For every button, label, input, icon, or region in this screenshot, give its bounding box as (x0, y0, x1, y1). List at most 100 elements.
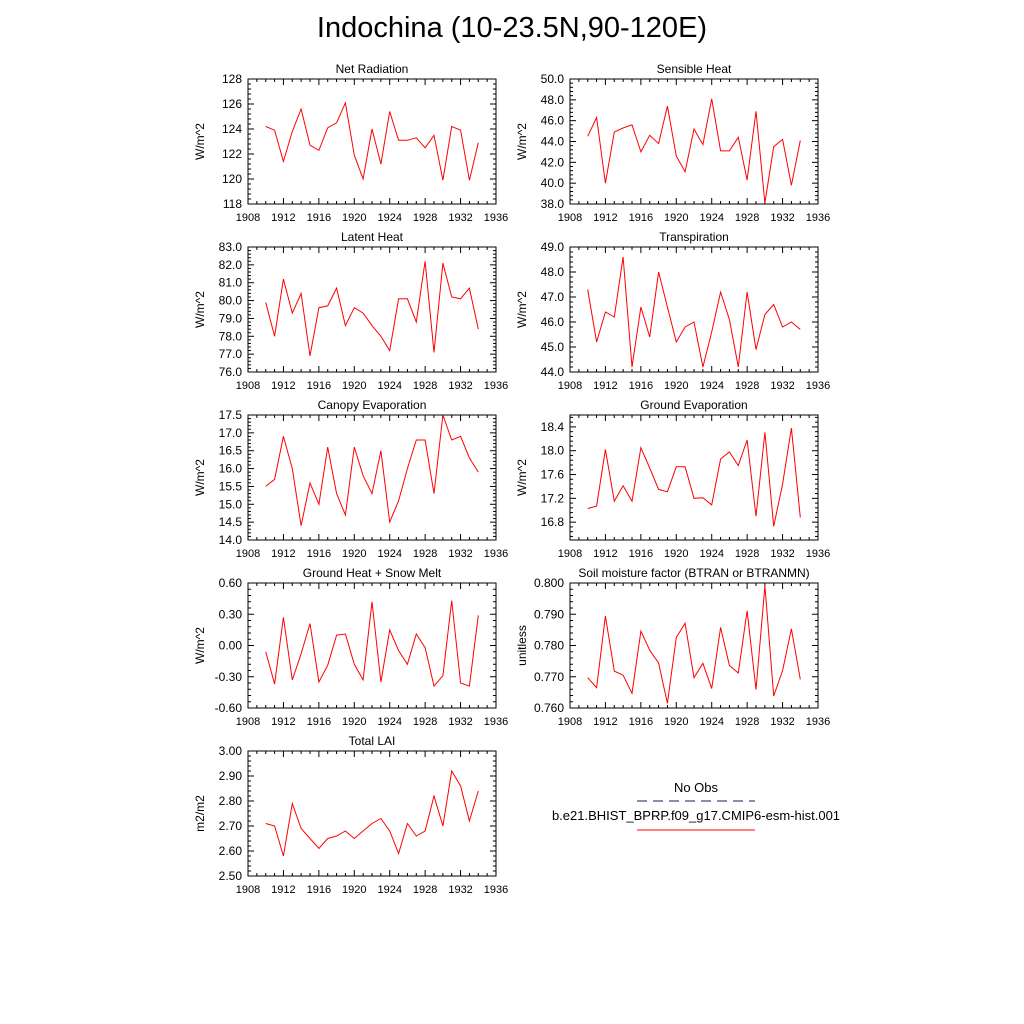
y-tick-label: 40.0 (541, 176, 565, 190)
y-axis-label: W/m^2 (515, 291, 529, 328)
chart-panel-2: Sensible Heat W/m^2 1908 1912 1916 1920 1924 19… (515, 62, 830, 224)
x-tick-label: 1908 (236, 380, 260, 392)
x-tick-label: 1936 (806, 548, 830, 560)
y-tick-label: 120 (222, 172, 242, 186)
x-tick-label: 1908 (558, 380, 582, 392)
series-line (265, 769, 479, 857)
x-tick-label: 1932 (448, 380, 472, 392)
y-tick-label: 76.0 (219, 365, 243, 379)
y-tick-label: 45.0 (541, 340, 565, 354)
y-tick-label: 16.8 (541, 515, 565, 529)
chart-panel-1: Net Radiation W/m^2 1908 1912 1916 1920 1924 19… (193, 62, 508, 224)
chart-title: Total LAI (349, 734, 396, 748)
series-line (587, 256, 801, 368)
y-axis-label: W/m^2 (193, 459, 207, 496)
x-tick-label: 1920 (664, 548, 688, 560)
y-axis-label: unitless (515, 625, 529, 666)
legend-model-label: b.e21.BHIST_BPRP.f09_g17.CMIP6-esm-hist.… (552, 808, 840, 823)
x-tick-label: 1924 (699, 716, 723, 728)
x-tick-label: 1924 (699, 548, 723, 560)
y-tick-label: 0.770 (534, 670, 564, 684)
y-tick-label: 2.60 (219, 844, 243, 858)
x-tick-label: 1912 (593, 548, 617, 560)
series-line (265, 261, 479, 356)
x-tick-label: 1932 (770, 716, 794, 728)
y-tick-label: 48.0 (541, 93, 565, 107)
y-tick-label: 3.00 (219, 744, 243, 758)
x-tick-label: 1924 (377, 548, 401, 560)
x-tick-label: 1912 (593, 380, 617, 392)
chart-title: Net Radiation (336, 62, 409, 76)
series-line (587, 98, 801, 204)
x-tick-label: 1908 (236, 548, 260, 560)
y-tick-label: 49.0 (541, 240, 565, 254)
y-tick-label: 17.2 (541, 491, 565, 505)
y-tick-label: 126 (222, 97, 242, 111)
y-tick-label: 83.0 (219, 240, 243, 254)
x-tick-label: 1928 (735, 548, 759, 560)
x-tick-label: 1916 (307, 212, 331, 224)
y-tick-label: 44.0 (541, 135, 565, 149)
chart-panel-6: Ground Evaporation W/m^2 1908 1912 1916 1920 1… (515, 398, 830, 560)
x-tick-label: 1924 (377, 212, 401, 224)
y-tick-label: 2.80 (219, 794, 243, 808)
x-tick-label: 1924 (377, 380, 401, 392)
y-tick-label: 38.0 (541, 197, 565, 211)
y-tick-label: 0.800 (534, 576, 564, 590)
x-tick-label: 1912 (271, 212, 295, 224)
x-tick-label: 1920 (342, 884, 366, 896)
plot-frame (247, 78, 497, 205)
series-line (265, 101, 479, 181)
y-tick-label: -0.60 (215, 701, 243, 715)
x-tick-label: 1920 (664, 212, 688, 224)
x-tick-label: 1916 (629, 548, 653, 560)
y-tick-label: 0.30 (219, 607, 243, 621)
x-tick-label: 1920 (342, 548, 366, 560)
x-tick-label: 1928 (413, 212, 437, 224)
x-tick-label: 1908 (558, 716, 582, 728)
y-axis-label: W/m^2 (193, 123, 207, 160)
y-tick-label: 81.0 (219, 276, 243, 290)
x-tick-label: 1936 (484, 380, 508, 392)
x-tick-label: 1920 (664, 380, 688, 392)
y-tick-label: 2.90 (219, 769, 243, 783)
y-axis-label: W/m^2 (193, 291, 207, 328)
y-tick-label: 2.50 (219, 869, 243, 883)
y-tick-label: 79.0 (219, 311, 243, 325)
x-tick-label: 1908 (558, 212, 582, 224)
chart-panel-5: Canopy Evaporation W/m^2 1908 1912 1916 1920 1… (193, 398, 508, 560)
x-tick-label: 1908 (236, 212, 260, 224)
y-tick-label: 0.760 (534, 701, 564, 715)
x-tick-label: 1916 (629, 716, 653, 728)
x-tick-label: 1912 (271, 548, 295, 560)
legend: No Obs b.e21.BHIST_BPRP.f09_g17.CMIP6-es… (552, 780, 840, 831)
series-line (265, 414, 479, 526)
x-tick-label: 1928 (413, 548, 437, 560)
x-tick-label: 1924 (377, 884, 401, 896)
series-line (587, 585, 801, 704)
x-tick-label: 1936 (484, 884, 508, 896)
y-tick-label: 46.0 (541, 315, 565, 329)
x-tick-label: 1916 (307, 716, 331, 728)
y-tick-label: 14.5 (219, 515, 243, 529)
y-tick-label: 128 (222, 72, 242, 86)
page-title: Indochina (10-23.5N,90-120E) (316, 12, 708, 44)
y-tick-label: 42.0 (541, 155, 565, 169)
y-tick-label: 50.0 (541, 72, 565, 86)
x-tick-label: 1912 (593, 212, 617, 224)
chart-title: Transpiration (659, 230, 729, 244)
x-tick-label: 1928 (735, 212, 759, 224)
y-axis-label: W/m^2 (515, 123, 529, 160)
x-tick-label: 1908 (236, 716, 260, 728)
plot-frame (247, 750, 497, 877)
x-tick-label: 1928 (735, 380, 759, 392)
x-tick-label: 1916 (307, 548, 331, 560)
chart-title: Ground Evaporation (640, 398, 747, 412)
chart-title: Canopy Evaporation (318, 398, 427, 412)
chart-title: Soil moisture factor (BTRAN or BTRANMN) (578, 566, 809, 580)
legend-obs-label: No Obs (674, 780, 719, 795)
y-tick-label: 15.0 (219, 497, 243, 511)
x-tick-label: 1912 (593, 716, 617, 728)
x-tick-label: 1932 (770, 548, 794, 560)
